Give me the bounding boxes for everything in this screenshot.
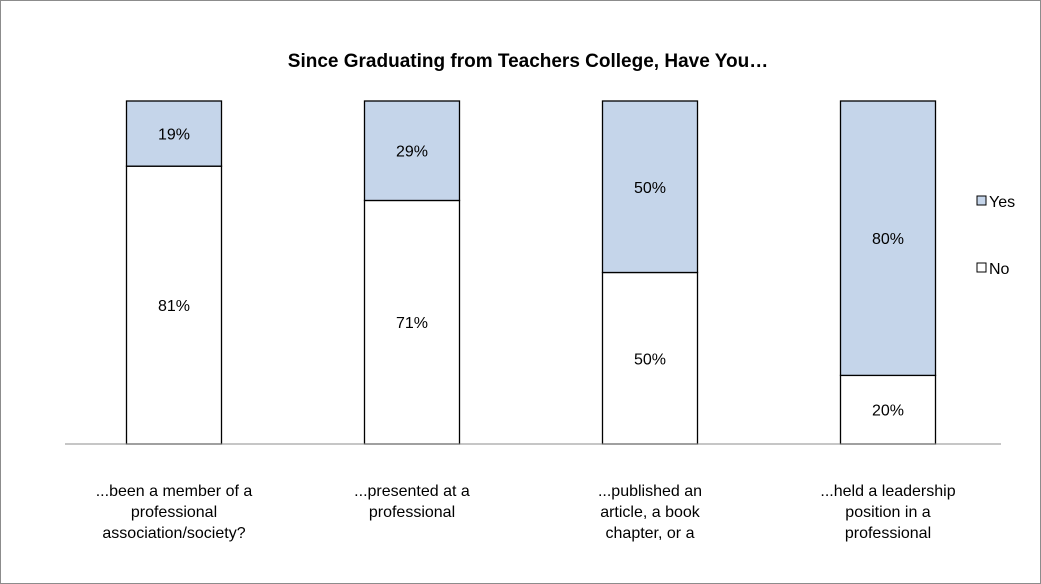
category-label-1-line-3: association/society?: [102, 525, 245, 542]
bar-segment-yes-1: [125, 100, 223, 167]
bar-segment-yes-2: [363, 100, 461, 202]
chart-title: Since Graduating from Teachers College, …: [288, 51, 768, 72]
category-label-3-line-2: article, a book: [600, 504, 701, 521]
category-label-3-line-3: chapter, or a: [606, 525, 695, 542]
data-label-no-3: 50%: [634, 351, 666, 368]
bar-segment-yes-4: [839, 100, 937, 377]
category-label-4-line-1: ...held a leadership: [820, 483, 955, 500]
category-label-2-line-2: professional: [369, 504, 455, 521]
category-label-1-line-2: professional: [131, 504, 217, 521]
category-label-2-line-1: ...presented at a: [354, 483, 470, 500]
category-label-4-line-3: professional: [845, 525, 931, 542]
category-label-4-line-2: position in a: [845, 504, 930, 521]
bar-segment-no-3: [601, 271, 699, 445]
data-label-no-2: 71%: [396, 315, 428, 332]
bar-segment-yes-3: [601, 100, 699, 274]
legend-swatch-yes: [976, 195, 987, 206]
data-label-yes-3: 50%: [634, 180, 666, 197]
data-label-yes-4: 80%: [872, 231, 904, 248]
category-label-3-line-1: ...published an: [598, 483, 702, 500]
data-label-yes-1: 19%: [158, 127, 190, 144]
data-label-no-4: 20%: [872, 403, 904, 420]
legend-label-yes: Yes: [989, 194, 1015, 211]
legend-label-no: No: [989, 261, 1010, 278]
legend: Yes No: [976, 194, 1015, 278]
category-labels: ...been a member of a professional associa…: [96, 483, 956, 542]
bars-layer: 81% 19% 71% 29% 50% 50% 20% 80%: [125, 100, 937, 445]
data-label-yes-2: 29%: [396, 144, 428, 161]
data-label-no-1: 81%: [158, 298, 190, 315]
legend-swatch-no: [976, 262, 987, 273]
bar-segment-no-1: [125, 165, 223, 445]
category-label-1-line-1: ...been a member of a: [96, 483, 253, 500]
